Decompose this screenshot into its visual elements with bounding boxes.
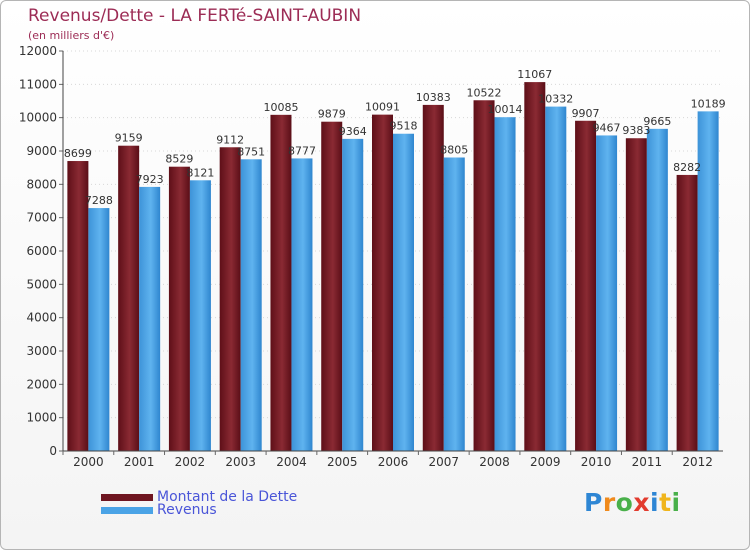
y-tick-label: 9000 — [26, 144, 57, 158]
data-label: 10332 — [538, 93, 573, 106]
logo-letter: x — [633, 488, 650, 517]
bar-debt — [625, 138, 647, 451]
x-tick-label: 2010 — [581, 455, 612, 469]
data-label: 8751 — [237, 145, 265, 158]
data-label: 8777 — [288, 144, 316, 157]
x-tick-label: 2006 — [378, 455, 409, 469]
legend-label-debt: Montant de la Dette — [157, 489, 298, 505]
bar-revenus — [291, 158, 313, 451]
y-tick-label: 1000 — [26, 411, 57, 425]
data-label: 10189 — [691, 97, 726, 110]
data-label: 8529 — [165, 153, 193, 166]
bar-debt — [473, 100, 495, 452]
legend-item-revenus: Revenus — [101, 502, 217, 518]
y-tick-label: 6000 — [26, 244, 57, 258]
data-label: 8282 — [673, 161, 701, 174]
legend-label-revenus: Revenus — [157, 502, 217, 518]
x-tick-label: 2000 — [73, 455, 104, 469]
y-tick-label: 8000 — [26, 177, 57, 191]
bar-debt — [168, 166, 190, 451]
bar-debt — [676, 174, 698, 451]
y-tick-label: 3000 — [26, 344, 57, 358]
bar-debt — [321, 121, 343, 451]
logo-letter: t — [659, 488, 672, 517]
x-tick-label: 2004 — [276, 455, 307, 469]
bar-revenus — [697, 111, 719, 451]
legend-swatch-revenus — [101, 506, 153, 514]
chart-subtitle: (en milliers d'€) — [28, 29, 115, 42]
bar-debt — [524, 82, 546, 451]
data-label: 9907 — [572, 107, 600, 120]
y-tick-label: 12000 — [19, 44, 57, 58]
bar-revenus — [240, 159, 262, 452]
y-tick-label: 4000 — [26, 311, 57, 325]
data-label: 10522 — [467, 86, 502, 99]
logo-letter: P — [584, 488, 603, 517]
data-label: 10091 — [365, 101, 400, 114]
chart-title: Revenus/Dette - LA FERTé-SAINT-AUBIN — [28, 6, 362, 26]
logo-letter: o — [615, 488, 634, 517]
x-tick-label: 2005 — [327, 455, 358, 469]
bar-debt — [118, 145, 140, 451]
y-tick-label: 5000 — [26, 277, 57, 291]
bar-revenus — [139, 186, 161, 451]
bar-revenus — [88, 208, 110, 451]
data-label: 9383 — [622, 124, 650, 137]
bar-revenus — [189, 180, 211, 452]
y-tick-label: 2000 — [26, 377, 57, 391]
data-label: 11067 — [517, 68, 552, 81]
data-label: 9159 — [115, 132, 143, 145]
bar-debt — [270, 114, 292, 451]
bars-layer — [67, 82, 719, 452]
bar-revenus — [342, 138, 364, 451]
bar-revenus — [494, 117, 516, 451]
x-tick-label: 2007 — [428, 455, 459, 469]
data-label: 10014 — [488, 103, 523, 116]
bar-debt — [67, 161, 89, 452]
data-label: 9879 — [318, 108, 346, 121]
bar-revenus — [393, 133, 414, 451]
axis-layer: 0 1000 2000 3000 4000 5000 6000 7000 8000 9000 100… — [19, 44, 723, 469]
data-label: 9665 — [643, 115, 671, 128]
data-label: 10383 — [416, 91, 451, 104]
logo-letter: r — [602, 488, 616, 517]
data-label: 8805 — [440, 144, 468, 157]
data-label: 8121 — [186, 166, 214, 179]
x-tick-label: 2008 — [479, 455, 510, 469]
bar-revenus — [545, 106, 567, 451]
legend-item-debt: Montant de la Dette — [101, 489, 297, 505]
data-label: 9112 — [216, 133, 244, 146]
legend-swatch-debt — [101, 493, 153, 501]
bar-revenus — [596, 135, 618, 451]
data-label: 7923 — [136, 173, 164, 186]
x-tick-label: 2012 — [682, 455, 713, 469]
data-label: 9467 — [593, 121, 621, 134]
bar-revenus — [646, 128, 668, 451]
data-label: 9518 — [390, 120, 418, 133]
x-tick-label: 2009 — [530, 455, 561, 469]
y-tick-label: 7000 — [26, 211, 57, 225]
x-tick-label: 2002 — [175, 455, 206, 469]
x-tick-label: 2011 — [632, 455, 663, 469]
logo-letter: i — [650, 488, 660, 517]
data-label: 7288 — [85, 194, 113, 207]
bar-debt — [575, 120, 597, 452]
x-tick-label: 2001 — [124, 455, 155, 469]
y-tick-label: 10000 — [19, 111, 57, 125]
logo-letter: i — [671, 488, 681, 517]
data-label: 8699 — [64, 147, 92, 160]
bar-debt — [219, 147, 241, 451]
x-tick-label: 2003 — [225, 455, 256, 469]
y-tick-label: 0 — [49, 444, 57, 458]
data-label: 9364 — [339, 125, 367, 138]
bar-debt — [422, 104, 444, 452]
bar-debt — [372, 114, 393, 451]
data-label: 10085 — [263, 101, 298, 114]
y-tick-label: 11000 — [19, 77, 57, 91]
bar-revenus — [443, 157, 465, 451]
proxiti-logo: Proxiti — [584, 488, 681, 517]
